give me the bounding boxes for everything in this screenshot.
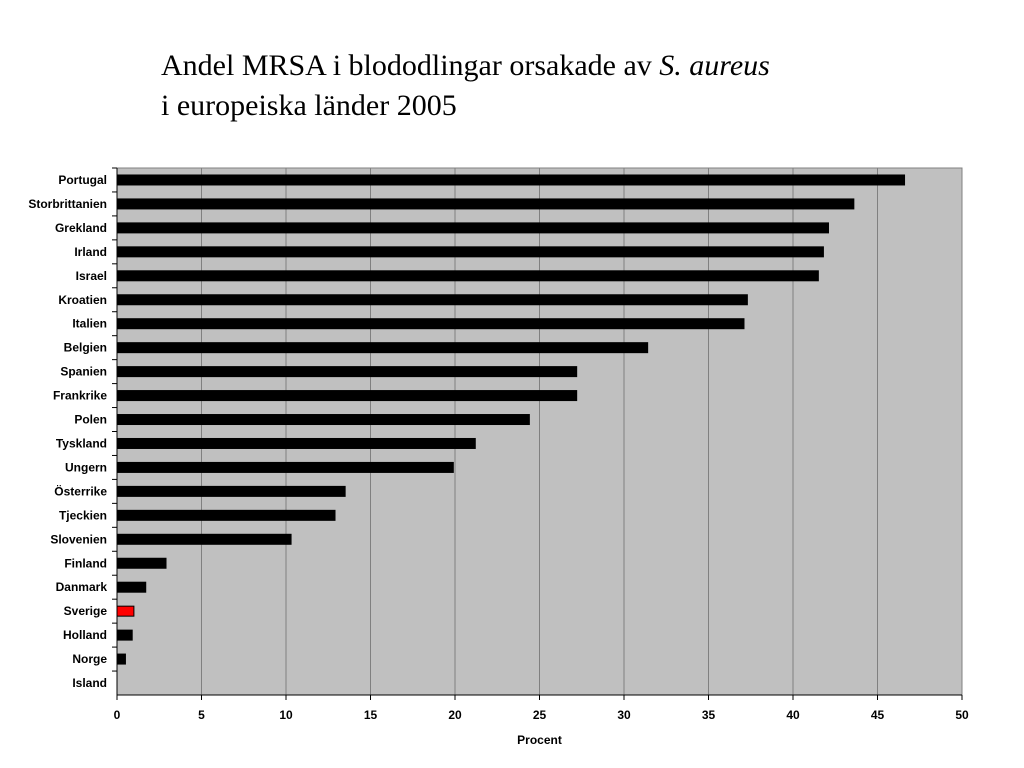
x-axis-label: Procent — [517, 733, 562, 747]
x-tick-label: 15 — [364, 708, 378, 722]
category-label: Finland — [64, 556, 107, 570]
x-tick-label: 50 — [955, 708, 969, 722]
category-label: Kroatien — [58, 293, 107, 307]
category-label: Portugal — [58, 173, 107, 187]
bar — [116, 414, 530, 426]
bar — [116, 533, 292, 545]
bar — [116, 198, 855, 210]
x-tick-label: 35 — [702, 708, 716, 722]
bar — [116, 366, 578, 378]
bar — [116, 653, 126, 665]
x-tick-label: 25 — [533, 708, 547, 722]
category-label: Holland — [63, 628, 107, 642]
x-tick-label: 10 — [279, 708, 293, 722]
chart-title-line-2: i europeiska länder 2005 — [161, 89, 457, 122]
bar — [116, 629, 133, 641]
x-tick-label: 0 — [114, 708, 121, 722]
category-label: Sverige — [64, 604, 108, 618]
x-tick-label: 45 — [871, 708, 885, 722]
chart-title-part: Andel MRSA i blododlingar orsakade av — [161, 49, 660, 82]
bar — [116, 390, 578, 402]
x-tick-label: 5 — [198, 708, 205, 722]
bar — [116, 437, 476, 449]
category-label: Belgien — [64, 341, 107, 355]
bar — [116, 246, 824, 258]
category-label: Grekland — [55, 221, 107, 235]
bar — [116, 557, 167, 569]
bar — [116, 605, 135, 617]
category-label: Slovenien — [50, 532, 107, 546]
chart-title-italic-part: S. aureus — [659, 49, 770, 82]
category-label: Österrike — [54, 483, 107, 498]
category-label: Polen — [74, 413, 107, 427]
chart-title: Andel MRSA i blododlingar orsakade av S.… — [161, 46, 981, 126]
category-label: Ungern — [65, 460, 107, 474]
bar — [116, 222, 829, 234]
bar — [116, 342, 649, 354]
category-label: Irland — [74, 245, 107, 259]
bar — [116, 461, 454, 473]
category-label: Island — [72, 676, 107, 690]
x-tick-label: 20 — [448, 708, 462, 722]
chart-title-line-1: Andel MRSA i blododlingar orsakade av S.… — [161, 46, 981, 86]
bar — [116, 318, 745, 330]
category-label: Israel — [76, 269, 107, 283]
category-label: Frankrike — [53, 389, 107, 403]
x-tick-label: 40 — [786, 708, 800, 722]
bar — [116, 294, 748, 306]
category-label: Storbrittanien — [28, 197, 107, 211]
category-label: Danmark — [56, 580, 108, 594]
category-label: Spanien — [60, 365, 107, 379]
category-label: Tyskland — [56, 436, 107, 450]
bar — [116, 174, 906, 186]
category-label: Italien — [72, 317, 107, 331]
bar — [116, 509, 336, 521]
x-tick-label: 30 — [617, 708, 631, 722]
category-label: Norge — [72, 652, 107, 666]
bar — [116, 270, 819, 282]
bar — [116, 485, 346, 497]
bar — [116, 581, 147, 593]
category-label: Tjeckien — [59, 508, 107, 522]
